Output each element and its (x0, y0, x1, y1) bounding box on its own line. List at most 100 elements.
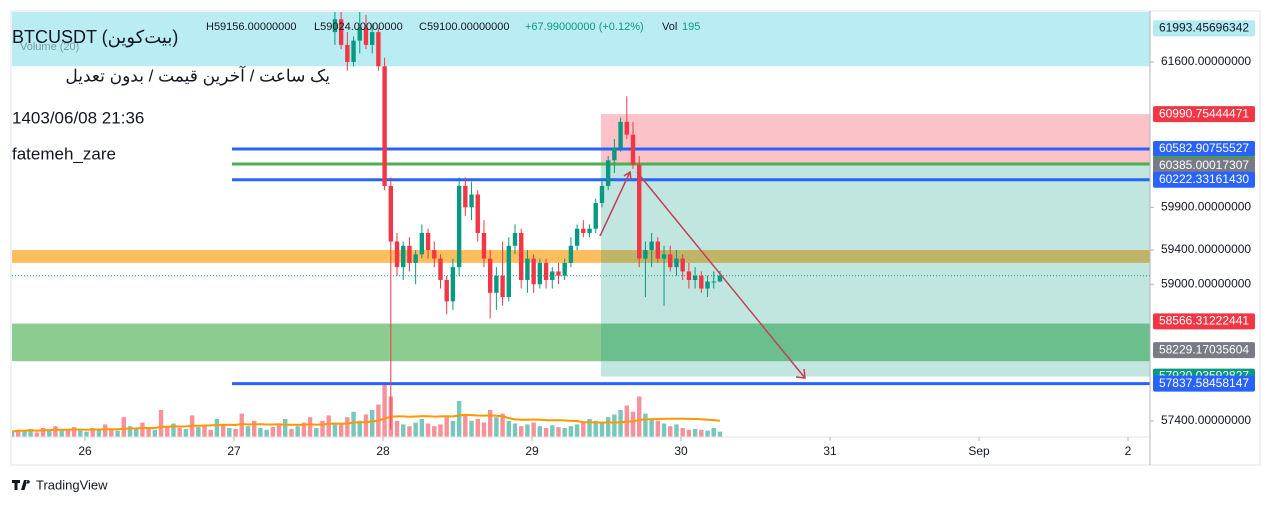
candle-body (587, 228, 592, 233)
candle-body (500, 275, 505, 298)
frame (10, 10, 1261, 466)
volume-bar (425, 423, 431, 437)
volume-bar (134, 428, 139, 437)
volume-bar (407, 426, 412, 437)
volume-bar (531, 422, 536, 437)
volume-bar (345, 417, 350, 437)
price-tag-label: 60582.90755527 (1159, 141, 1249, 155)
volume-bar (34, 432, 40, 437)
volume-bar (506, 420, 511, 437)
candle-body (450, 267, 456, 302)
volume-bar (494, 417, 499, 437)
price-tag (1153, 375, 1255, 392)
trend-arrow (636, 171, 806, 379)
candle-body (599, 185, 605, 204)
x-tick-label: 29 (525, 444, 539, 458)
volume-bar (649, 419, 654, 437)
volume-bar (202, 425, 207, 437)
volume-bar (686, 429, 692, 437)
volume-bar (705, 430, 710, 437)
volume-bar (668, 426, 673, 437)
volume-bar (618, 410, 623, 437)
volume-bar (90, 428, 95, 437)
volume-bar (593, 420, 598, 437)
volume-bar (158, 410, 164, 437)
candle-body (419, 232, 425, 255)
volume-bar (444, 417, 449, 437)
symbol-title: BTCUSDT (بیت‌کوین) (12, 27, 178, 48)
volume-bar (537, 426, 543, 437)
brand: TradingView (36, 477, 108, 492)
volume-bar (258, 428, 263, 437)
price-tag-label: 58566.31222441 (1159, 313, 1249, 327)
volume-bar (251, 420, 257, 437)
volume-bar (283, 419, 288, 437)
volume-bar (413, 422, 418, 437)
candle-body (525, 258, 530, 280)
price-tag-label: 57837.58458147 (1159, 376, 1249, 390)
legend-change: +67.99000000 (+0.12%) (525, 21, 644, 33)
volume-bar (717, 431, 723, 437)
volume-bar (357, 420, 362, 437)
candle-body (413, 254, 418, 263)
candle-body (550, 271, 555, 280)
volume-bar (661, 423, 667, 437)
candle-body (562, 262, 567, 276)
zone (12, 12, 1150, 67)
candle-body (543, 262, 549, 280)
volume-bar (22, 430, 27, 437)
candle-body (487, 258, 493, 293)
candle-body (668, 254, 673, 268)
candle-body (618, 121, 623, 148)
candle-body (469, 194, 474, 208)
candle-body (519, 232, 524, 280)
x-tick-label: 28 (376, 444, 390, 458)
candle-body (568, 245, 574, 263)
volume-bar (419, 419, 425, 437)
volume-bar (307, 417, 313, 437)
subtitle: یک ساعت / آخرین قیمت / بدون تعدیل (65, 64, 330, 86)
x-tick-label: Sep (968, 444, 990, 458)
volume-bar (12, 431, 15, 437)
volume-bar (401, 424, 406, 437)
volume-bar (276, 424, 282, 437)
volume-bar (512, 423, 518, 437)
volume-bar (543, 428, 549, 437)
candle-body (655, 241, 661, 259)
volume-bar (245, 426, 251, 437)
price-tag-label: 61993.45696342 (1159, 21, 1249, 35)
volume-bar (165, 426, 170, 437)
candle-body (643, 250, 648, 259)
volume-bar (270, 427, 276, 437)
candle-body (630, 134, 636, 165)
volume-bar (605, 417, 611, 437)
volume-bar (456, 401, 462, 437)
volume-bar (121, 417, 126, 437)
volume-bar (220, 424, 226, 437)
volume-bar (438, 424, 443, 437)
volume-bar (314, 428, 319, 437)
candle-body (531, 258, 536, 285)
volume-bar (233, 428, 238, 437)
candle-body (345, 44, 350, 63)
price-tag (1153, 171, 1255, 188)
price-tag-label: 60990.75444471 (1159, 106, 1249, 120)
volume-bar (692, 428, 698, 437)
volume-label: Volume (20) (20, 41, 79, 53)
candle-body (680, 258, 685, 272)
candle-body (369, 32, 375, 45)
candle-body (332, 19, 338, 33)
volume-bar (332, 422, 338, 437)
y-tick-label: 59000.00000000 (1161, 276, 1251, 290)
volume-bar (463, 414, 468, 437)
volume-bar (16, 429, 21, 437)
volume-bar (581, 422, 586, 437)
candle-body (363, 27, 369, 45)
volume-bar (612, 414, 617, 437)
volume-ma (12, 413, 720, 433)
volume-bar (183, 428, 189, 437)
volume-bar (550, 425, 555, 437)
candle-body (612, 147, 617, 161)
volume-bar (47, 429, 52, 437)
